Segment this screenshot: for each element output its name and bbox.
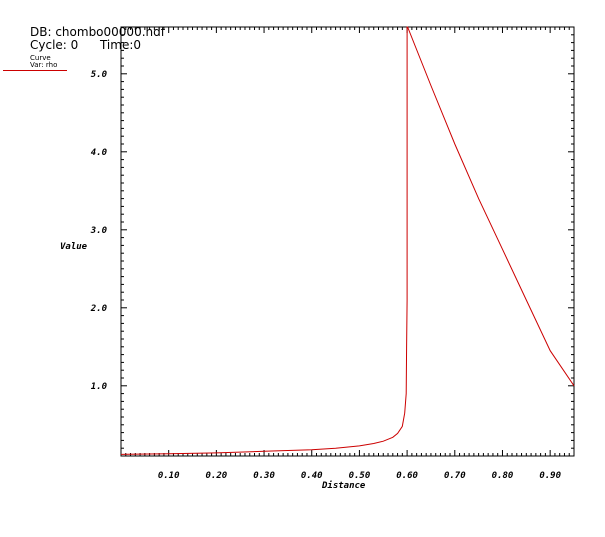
x-tick-label: 0.70 bbox=[444, 471, 466, 481]
cycle-label: Cycle: 0 bbox=[30, 38, 79, 52]
x-axis-ticks: 0.10 0.20 0.30 0.40 0.50 0.60 0.70 0.80 0.90 bbox=[125, 27, 575, 481]
y-tick-label: 5.0 bbox=[91, 70, 108, 80]
x-tick-label: 0.40 bbox=[301, 471, 323, 481]
series-group bbox=[120, 26, 575, 455]
y-axis-ticks: 1.0 2.0 3.0 4.0 5.0 bbox=[90, 26, 574, 457]
x-tick-label: 0.60 bbox=[396, 471, 418, 481]
legend-var-label: Var: rho bbox=[30, 61, 58, 69]
y-tick-label: 2.0 bbox=[90, 304, 108, 314]
time-label: Time:0 bbox=[99, 38, 141, 52]
plot-info-header: DB: chombo00000.hdf Cycle: 0 Time:0 bbox=[30, 26, 165, 52]
db-label: DB: chombo00000.hdf bbox=[30, 25, 165, 39]
x-tick-label: 0.30 bbox=[253, 471, 275, 481]
y-tick-label: 3.0 bbox=[90, 226, 108, 236]
x-tick-label: 0.90 bbox=[539, 471, 561, 481]
x-tick-label: 0.50 bbox=[349, 471, 371, 481]
legend: Curve Var: rho bbox=[3, 55, 67, 71]
y-tick-label: 4.0 bbox=[91, 148, 108, 158]
cycle-time-row: Cycle: 0 Time:0 bbox=[30, 39, 165, 52]
legend-line-swatch bbox=[3, 70, 67, 71]
x-tick-label: 0.20 bbox=[206, 471, 228, 481]
y-axis-title: Value bbox=[60, 242, 88, 252]
x-tick-label: 0.10 bbox=[158, 471, 180, 481]
plot-frame bbox=[120, 26, 575, 457]
series-line bbox=[120, 26, 575, 455]
x-axis-title: Distance bbox=[321, 480, 366, 491]
legend-curve-label: Curve bbox=[30, 54, 51, 62]
y-tick-label: 1.0 bbox=[91, 382, 108, 392]
x-tick-label: 0.80 bbox=[492, 471, 514, 481]
